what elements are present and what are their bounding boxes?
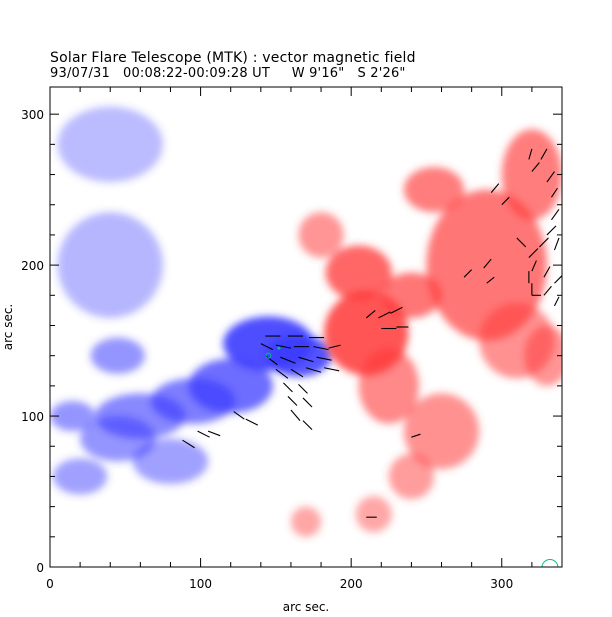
field-vector bbox=[528, 248, 539, 258]
positive-polarity-region bbox=[388, 453, 435, 500]
field-vector bbox=[323, 367, 340, 372]
field-vector bbox=[483, 258, 492, 269]
negative-polarity-region bbox=[265, 334, 332, 377]
field-vector bbox=[546, 171, 555, 183]
field-vector bbox=[490, 183, 500, 194]
negative-polarity-region bbox=[57, 106, 163, 183]
chart-title: Solar Flare Telescope (MTK) : vector mag… bbox=[50, 50, 416, 66]
field-vector bbox=[543, 285, 552, 296]
y-tick-label: 300 bbox=[21, 108, 44, 122]
vector-layer bbox=[182, 148, 562, 518]
field-vector bbox=[305, 367, 322, 373]
axes: 0 100 200 300 0 100 200 300 bbox=[21, 87, 563, 591]
x-tick-label: 100 bbox=[189, 577, 212, 591]
field-vector bbox=[287, 396, 298, 406]
field-vector bbox=[290, 368, 304, 378]
field-vector bbox=[298, 356, 314, 363]
x-axis-label: arc sec. bbox=[283, 600, 329, 614]
field-vector bbox=[531, 260, 537, 272]
field-vector bbox=[554, 275, 562, 284]
field-vector bbox=[528, 148, 533, 160]
field-vector bbox=[553, 296, 560, 307]
field-vector bbox=[275, 368, 289, 379]
field-vector bbox=[540, 148, 548, 160]
field-vector bbox=[233, 411, 245, 420]
field-vector bbox=[501, 196, 510, 206]
positive-polarity-region bbox=[325, 245, 392, 300]
marker-dot bbox=[277, 346, 281, 350]
negative-polarity-region bbox=[50, 400, 96, 432]
positive-polarity-region bbox=[358, 348, 419, 424]
positive-polarity-region bbox=[298, 212, 344, 258]
field-vector bbox=[265, 355, 278, 366]
positive-polarity-region bbox=[290, 506, 322, 537]
marker-arc bbox=[541, 558, 559, 567]
field-vector bbox=[313, 346, 329, 351]
field-vector bbox=[365, 309, 376, 319]
field-vector bbox=[411, 433, 421, 438]
negative-polarity-region bbox=[80, 416, 156, 462]
y-tick-label: 0 bbox=[36, 561, 44, 575]
x-tick-label: 0 bbox=[46, 577, 54, 591]
field-vector bbox=[290, 409, 301, 421]
field-vector bbox=[390, 306, 403, 314]
field-vector bbox=[316, 356, 332, 361]
field-vector bbox=[280, 356, 296, 364]
field-vector bbox=[378, 311, 391, 319]
field-vector bbox=[298, 383, 308, 394]
positive-polarity-region bbox=[355, 496, 392, 533]
field-vector bbox=[283, 382, 293, 393]
field-vector bbox=[531, 162, 540, 172]
field-vector bbox=[516, 237, 527, 248]
field-vector bbox=[546, 225, 557, 236]
negative-polarity-region bbox=[90, 337, 145, 374]
x-tick-label: 200 bbox=[340, 577, 363, 591]
field-vector bbox=[275, 344, 292, 349]
negative-polarity-region bbox=[132, 438, 209, 484]
field-vector bbox=[302, 420, 313, 431]
field-vector bbox=[543, 266, 551, 278]
positive-polarity-region bbox=[403, 393, 480, 469]
y-tick-label: 100 bbox=[21, 410, 44, 424]
positive-polarity-region bbox=[381, 272, 442, 318]
field-vector bbox=[245, 418, 259, 426]
marker-layer bbox=[265, 346, 559, 567]
negative-polarity-region bbox=[53, 458, 108, 495]
field-vector bbox=[328, 344, 341, 349]
field-vector bbox=[551, 208, 560, 221]
plot-frame bbox=[49, 86, 563, 568]
y-axis-label: arc sec. bbox=[1, 304, 15, 350]
y-tick-label: 200 bbox=[21, 259, 44, 273]
field-vector bbox=[551, 187, 558, 198]
field-vector bbox=[463, 269, 473, 278]
negative-polarity-region bbox=[57, 212, 163, 318]
field-vector bbox=[302, 397, 313, 408]
positive-polarity-region bbox=[403, 167, 465, 213]
field-vector bbox=[197, 430, 210, 438]
chart-subtitle: 93/07/31 00:08:22-00:09:28 UT W 9'16" S … bbox=[50, 66, 406, 81]
positive-polarity-region bbox=[501, 129, 562, 220]
marker-ring bbox=[265, 352, 272, 359]
field-vector bbox=[260, 343, 274, 351]
field-vector bbox=[553, 237, 560, 251]
field-vector bbox=[539, 237, 549, 248]
positive-polarity-region bbox=[524, 325, 562, 386]
field-vector bbox=[207, 430, 221, 437]
field-vector bbox=[182, 439, 195, 449]
x-tick-label: 300 bbox=[490, 577, 513, 591]
negative-polarity-layer bbox=[50, 106, 332, 495]
field-vector bbox=[486, 276, 495, 284]
